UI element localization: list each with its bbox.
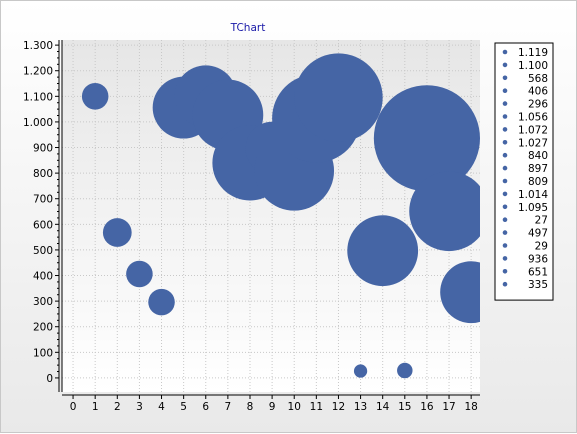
legend-marker [502, 256, 508, 261]
x-tick-label: 13 [354, 401, 367, 413]
legend-marker [502, 152, 508, 158]
y-tick-label: 1.000 [23, 117, 53, 129]
legend-marker [502, 269, 508, 274]
legend-label: 897 [528, 163, 548, 175]
bubble-point [148, 288, 175, 316]
legend: 1.1191.1005684062961.0561.0721.027840897… [494, 42, 554, 301]
y-tick-label: 1.200 [23, 66, 53, 78]
x-tick-label: 5 [180, 401, 187, 413]
legend-label: 29 [535, 241, 548, 253]
x-tick-label: 15 [398, 401, 411, 413]
y-tick-label: 400 [33, 271, 53, 283]
legend-marker [502, 49, 508, 55]
legend-marker [502, 165, 508, 171]
legend-label: 1.014 [518, 189, 548, 201]
legend-label: 1.056 [518, 112, 548, 124]
legend-label: 335 [528, 279, 548, 291]
y-tick-label: 900 [33, 143, 53, 155]
legend-label: 406 [528, 86, 548, 98]
y-tick-label: 300 [33, 296, 53, 308]
legend-marker [502, 230, 508, 235]
bubble-point [409, 171, 480, 252]
legend-marker [502, 243, 508, 248]
y-tick-label: 700 [33, 194, 53, 206]
legend-label: 1.027 [518, 137, 548, 149]
x-tick-label: 8 [247, 401, 254, 413]
legend-marker [502, 127, 508, 132]
legend-label: 1.072 [518, 124, 548, 136]
legend-label: 1.119 [518, 47, 548, 59]
bubble-point [353, 364, 368, 378]
bubble-point [397, 362, 413, 379]
legend-label: 296 [528, 99, 548, 111]
bubble-point [126, 260, 153, 288]
x-tick-label: 12 [332, 401, 345, 413]
legend-marker [502, 140, 508, 145]
bubble-point [440, 261, 480, 324]
y-tick-label: 500 [33, 245, 53, 257]
legend-label: 497 [528, 228, 548, 240]
x-tick-label: 17 [442, 401, 455, 413]
x-tick-label: 9 [269, 401, 276, 413]
legend-label: 27 [535, 215, 548, 227]
x-tick-label: 16 [420, 401, 434, 413]
legend-label: 1.095 [518, 202, 548, 214]
legend-marker [502, 191, 508, 197]
legend-marker [502, 217, 508, 222]
x-tick-label: 18 [464, 401, 477, 413]
y-tick-label: 1.100 [23, 91, 53, 103]
x-tick-label: 11 [310, 401, 323, 413]
x-tick-label: 0 [70, 401, 77, 413]
y-tick-label: 0 [46, 373, 53, 385]
legend-marker [502, 62, 508, 68]
legend-marker [502, 75, 508, 81]
y-tick-label: 100 [33, 347, 53, 359]
x-tick-label: 3 [136, 401, 143, 413]
legend-label: 809 [528, 176, 548, 188]
legend-marker [502, 101, 508, 106]
legend-marker [502, 114, 508, 119]
bubble-point [81, 83, 109, 110]
bubble-point [347, 215, 419, 287]
bubble-point [373, 85, 480, 192]
chart-title: TChart [230, 22, 266, 34]
bubbles [81, 53, 480, 379]
bubble-point [102, 218, 132, 247]
x-tick-label: 10 [288, 401, 301, 413]
legend-label: 568 [528, 73, 548, 85]
x-tick-label: 14 [376, 401, 390, 413]
legend-marker [502, 204, 508, 210]
x-tick-label: 7 [225, 401, 232, 413]
legend-marker [502, 281, 508, 287]
legend-label: 651 [528, 266, 548, 278]
y-tick-label: 800 [33, 168, 53, 180]
legend-label: 1.100 [518, 60, 548, 72]
legend-label: 936 [528, 253, 548, 265]
y-tick-label: 600 [33, 219, 53, 231]
legend-label: 840 [528, 150, 548, 162]
x-tick-label: 2 [114, 401, 121, 413]
legend-marker [502, 88, 508, 93]
y-tick-label: 200 [33, 322, 53, 334]
x-tick-label: 4 [158, 401, 165, 413]
bubble-point [294, 53, 383, 142]
y-tick-label: 1.300 [23, 40, 53, 52]
x-tick-label: 1 [92, 401, 99, 413]
legend-marker [502, 178, 508, 184]
x-tick-label: 6 [202, 401, 209, 413]
